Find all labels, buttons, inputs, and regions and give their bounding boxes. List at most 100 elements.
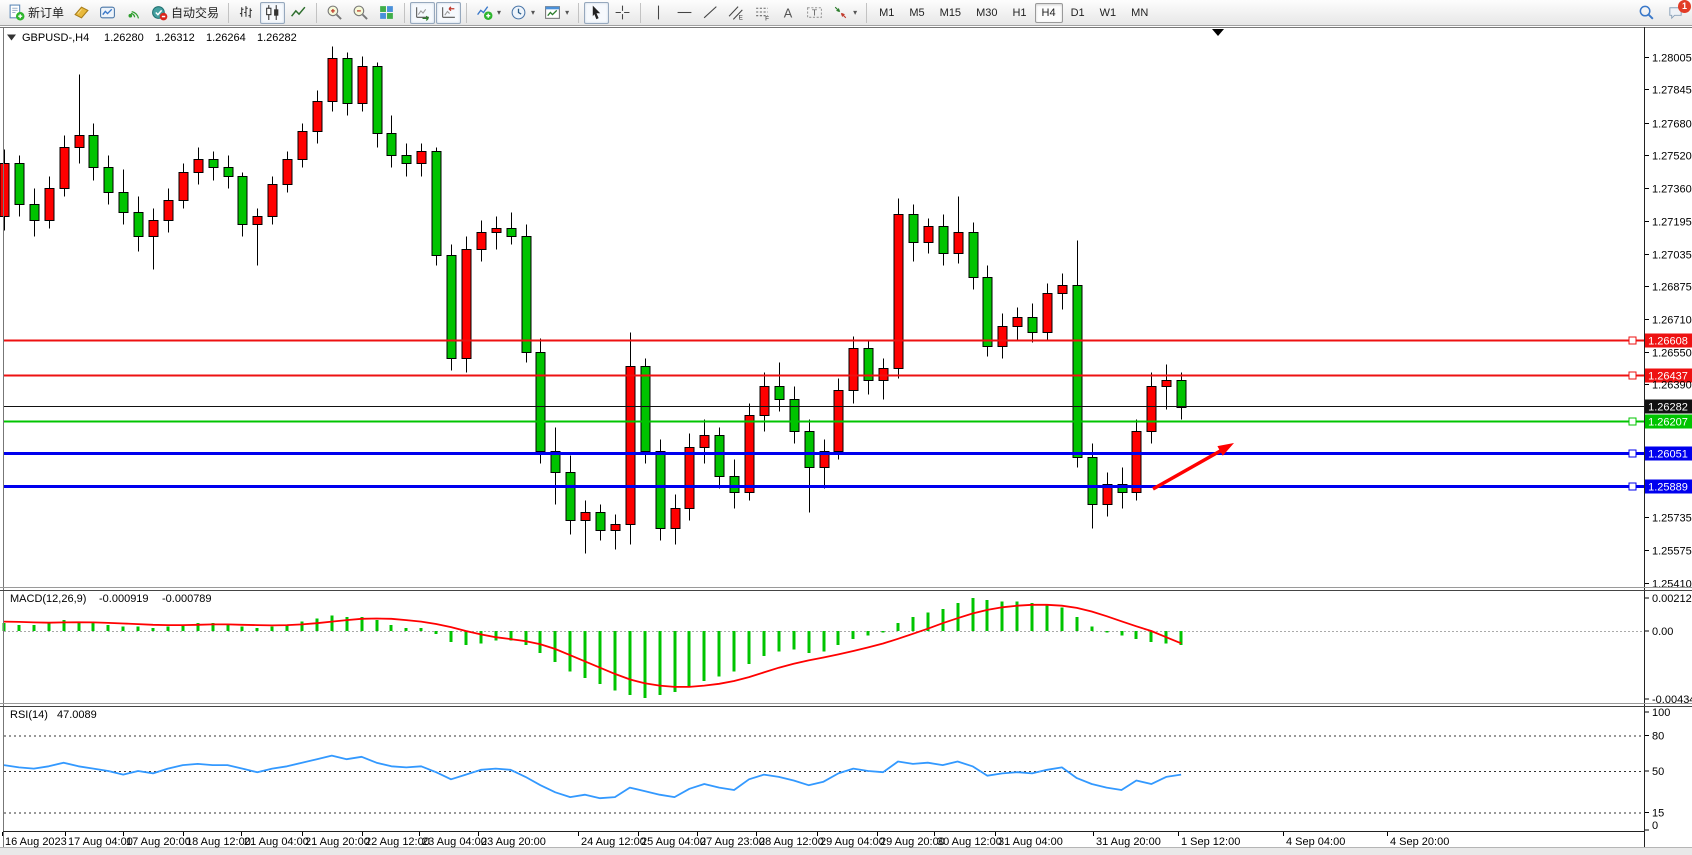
price-axis-tick-label: 1.27195 — [1652, 217, 1692, 229]
price-label-text: 1.26282 — [1648, 402, 1688, 414]
auto-trading-button[interactable]: 自动交易 — [147, 2, 223, 24]
text-label-button[interactable]: T — [802, 2, 827, 24]
trendline-button[interactable] — [698, 2, 723, 24]
search-icon — [1638, 4, 1655, 21]
arrows-button[interactable]: ▾ — [828, 2, 861, 24]
market-watch-button[interactable] — [69, 2, 94, 24]
dropdown-caret-icon: ▾ — [531, 8, 536, 17]
chart-shift-marker[interactable] — [1212, 29, 1224, 36]
price-axis-tick-label: 1.26550 — [1652, 348, 1692, 360]
bar-chart-button[interactable] — [234, 2, 259, 24]
hline-price-label — [1645, 479, 1692, 494]
timeframe-M1-button[interactable]: M1 — [872, 3, 901, 23]
fibo-icon: F — [754, 4, 771, 21]
svg-text:RSI(14) 47.0089: RSI(14) 47.0089 — [10, 709, 97, 721]
current-price-label — [1645, 399, 1692, 414]
price-axis-tick-label: 1.27520 — [1652, 151, 1692, 163]
hline-anchor-1.26608[interactable] — [1628, 336, 1637, 345]
timeframe-H1-button[interactable]: H1 — [1005, 3, 1033, 23]
crosshair-button[interactable] — [610, 2, 635, 24]
toolbar-separator — [228, 2, 230, 23]
arrows-icon — [832, 4, 849, 21]
hline-anchor-1.25889[interactable] — [1628, 482, 1637, 491]
text-button[interactable]: A — [776, 2, 801, 24]
timeframe-M30-button[interactable]: M30 — [969, 3, 1004, 23]
hline-anchor-1.26207[interactable] — [1628, 417, 1637, 426]
zoom-in-button[interactable] — [322, 2, 347, 24]
button-label: D1 — [1070, 6, 1085, 19]
price-label-text: 1.26437 — [1648, 371, 1688, 383]
time-axis-label: 4 Sep 20:00 — [1390, 836, 1449, 848]
equidistant-channel-button[interactable]: E — [724, 2, 749, 24]
zoom-out-icon — [352, 4, 369, 21]
candlestick-chart-button[interactable] — [260, 1, 286, 24]
crosshair-icon — [614, 4, 631, 21]
templates-button[interactable]: ▾ — [540, 2, 573, 24]
zoom-out-button[interactable] — [348, 2, 373, 24]
time-axis-label: 24 Aug 12:00 — [581, 836, 646, 848]
price-label-text: 1.26608 — [1648, 336, 1688, 348]
svg-text:E: E — [739, 14, 743, 21]
notifications-button[interactable]: 1 — [1663, 0, 1691, 24]
chart-shift-button[interactable] — [436, 1, 462, 24]
toolbar-separator — [866, 2, 868, 23]
vertical-line-button[interactable] — [646, 2, 671, 24]
time-axis-label: 16 Aug 2023 — [5, 836, 67, 848]
trend-arrow-annotation[interactable] — [1152, 443, 1234, 491]
svg-text:A: A — [784, 5, 793, 20]
text-label-icon: T — [806, 4, 823, 21]
text-a-icon: A — [780, 4, 797, 21]
timeframe-W1-button[interactable]: W1 — [1093, 3, 1124, 23]
channel-icon: E — [728, 4, 745, 21]
line-chart-button[interactable] — [286, 2, 311, 24]
zoom-in-icon — [326, 4, 343, 21]
macd-indicator-label: MACD(12,26,9) — [10, 593, 86, 605]
search-button[interactable] — [1634, 2, 1659, 24]
hline-icon — [676, 4, 693, 21]
candles-group — [0, 46, 1187, 554]
timeframe-MN-button[interactable]: MN — [1124, 3, 1155, 23]
new-order-button[interactable]: 新订单 — [4, 2, 68, 24]
chart-window-button[interactable] — [95, 2, 120, 24]
periods-button[interactable]: ▾ — [506, 2, 539, 24]
price-axis-tick-label: 1.26710 — [1652, 315, 1692, 327]
vline-icon — [650, 4, 667, 21]
timeframe-M15-button[interactable]: M15 — [933, 3, 968, 23]
time-axis-label: 31 Aug 20:00 — [1096, 836, 1161, 848]
dropdown-caret-icon: ▾ — [565, 8, 570, 17]
hline-price-label — [1645, 414, 1692, 429]
shift-icon — [440, 4, 457, 21]
timeframe-M5-button[interactable]: M5 — [902, 3, 931, 23]
signals-button[interactable] — [121, 2, 146, 24]
price-axis-tick-label: 1.26390 — [1652, 380, 1692, 392]
price-axis-tick-label: 1.27680 — [1652, 119, 1692, 131]
horizontal-line-button[interactable] — [672, 2, 697, 24]
price-axis-tick-label: 1.25575 — [1652, 546, 1692, 558]
cursor-button[interactable] — [584, 1, 610, 24]
price-axis-tick-label: 1.27845 — [1652, 85, 1692, 97]
fibonacci-retracement-button[interactable]: F — [750, 2, 775, 24]
button-label: M5 — [909, 6, 925, 19]
hline-anchor-1.26437[interactable] — [1628, 371, 1637, 380]
hline-price-label — [1645, 368, 1692, 383]
cloud-chart-icon — [99, 4, 116, 21]
indicator-add-icon — [476, 4, 493, 21]
svg-text:F: F — [765, 15, 769, 21]
button-label: W1 — [1099, 6, 1117, 19]
tile-windows-button[interactable] — [374, 2, 399, 24]
auto-scroll-button[interactable] — [410, 1, 436, 24]
ohlc-collapse-icon[interactable] — [7, 34, 16, 41]
toolbar-separator — [404, 2, 406, 23]
button-label: M1 — [879, 6, 895, 19]
chart-title-close: 1.26282 — [257, 32, 297, 44]
timeframe-D1-button[interactable]: D1 — [1064, 3, 1092, 23]
rsi-indicator-label: RSI(14) — [10, 709, 48, 721]
linechart-icon — [290, 4, 307, 21]
trendline-icon — [702, 4, 719, 21]
indicators-button[interactable]: ▾ — [472, 2, 505, 24]
time-axis-label: 4 Sep 04:00 — [1286, 836, 1345, 848]
hline-anchor-1.26051[interactable] — [1628, 449, 1637, 458]
timeframe-H4-button[interactable]: H4 — [1034, 2, 1063, 23]
rsi-axis-label: 15 — [1652, 807, 1664, 819]
